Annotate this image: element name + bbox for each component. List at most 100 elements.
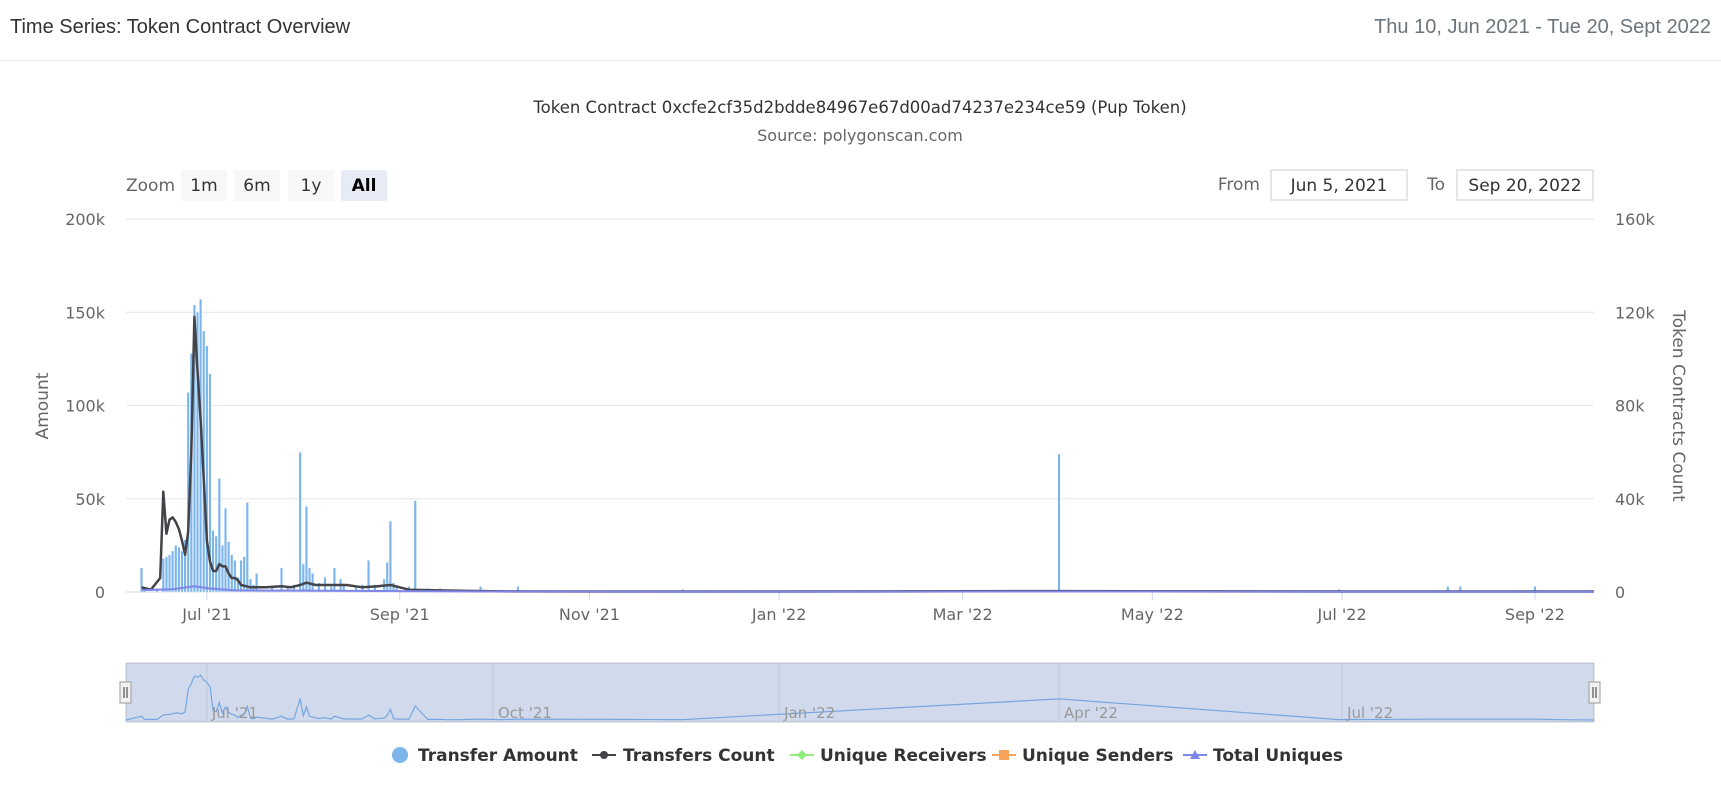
transfer-amount-bar bbox=[177, 547, 181, 593]
transfer-amount-bar bbox=[242, 556, 246, 593]
transfer-amount-bar bbox=[164, 556, 168, 593]
zoom-button-1y[interactable]: 1y bbox=[288, 170, 334, 201]
x-tick-label: Sep '22 bbox=[1505, 605, 1565, 624]
transfer-amount-bar bbox=[304, 506, 308, 593]
transfer-amount-bar bbox=[140, 567, 144, 593]
zoom-button-1y-label: 1y bbox=[301, 176, 322, 196]
transfer-amount-bar bbox=[292, 584, 296, 593]
transfer-amount-bar bbox=[217, 478, 221, 593]
zoom-label: Zoom bbox=[126, 176, 175, 196]
legend-square-icon bbox=[999, 750, 1009, 760]
x-tick-label: Jul '22 bbox=[1316, 605, 1366, 624]
y2-tick-label: 0 bbox=[1615, 583, 1625, 602]
legend-label: Unique Receivers bbox=[820, 746, 987, 766]
transfer-amount-bar bbox=[413, 500, 417, 593]
transfer-amount-bar bbox=[311, 573, 315, 593]
navigator-label: Jul '21 bbox=[211, 704, 258, 722]
transfer-amount-bar bbox=[236, 576, 240, 593]
transfer-amount-bar bbox=[171, 550, 175, 593]
x-tick-label: May '22 bbox=[1121, 605, 1184, 624]
transfer-amount-bar bbox=[308, 567, 311, 593]
legend: Transfer Amount Transfers Count Unique R… bbox=[392, 746, 1343, 766]
transfer-amount-bar bbox=[280, 567, 283, 593]
legend-label: Transfers Count bbox=[623, 746, 775, 766]
x-tick-label: Mar '22 bbox=[933, 605, 993, 624]
navigator-line bbox=[125, 674, 1595, 721]
from-label: From bbox=[1218, 175, 1260, 195]
transfer-amount-bar bbox=[192, 304, 196, 593]
x-tick-label: Sep '21 bbox=[370, 605, 430, 624]
legend-circle-icon bbox=[392, 747, 408, 763]
transfer-amount-bar bbox=[385, 561, 389, 593]
navigator[interactable]: Jul '21 Oct '21 Jan '22 Apr '22 Jul '22 bbox=[119, 662, 1601, 723]
navigator-label: Oct '21 bbox=[498, 704, 552, 722]
transfers-count-line bbox=[141, 315, 1594, 593]
transfer-amount-bar bbox=[1057, 453, 1061, 593]
transfer-amount-bar bbox=[373, 584, 377, 593]
navigator-label: Jul '22 bbox=[1346, 704, 1393, 722]
date-range-text: Thu 10, Jun 2021 - Tue 20, Sept 2022 bbox=[1374, 16, 1711, 38]
y2-tick-label: 120k bbox=[1615, 303, 1656, 322]
navigator-handle-left[interactable] bbox=[119, 681, 132, 704]
y-axis-title: Amount bbox=[33, 372, 53, 439]
y2-tick-label: 160k bbox=[1615, 210, 1656, 229]
transfer-amount-bar bbox=[388, 520, 392, 593]
legend-item-transfers-count[interactable]: Transfers Count bbox=[592, 746, 775, 766]
zoom-button-1m[interactable]: 1m bbox=[181, 170, 227, 201]
y2-axis-ticks: 0 40k 80k 120k 160k bbox=[1615, 210, 1656, 602]
x-axis-ticks: Jul '21 Sep '21 Nov '21 Jan '22 Mar '22 May '… bbox=[181, 592, 1565, 624]
zoom-button-6m[interactable]: 6m bbox=[234, 170, 280, 201]
transfer-amount-bar bbox=[174, 545, 178, 593]
x-tick-label: Nov '21 bbox=[559, 605, 620, 624]
navigator-gridlines bbox=[206, 663, 1343, 722]
legend-item-total-uniques[interactable]: Total Uniques bbox=[1183, 746, 1343, 766]
to-label: To bbox=[1426, 175, 1445, 195]
y-tick-label: 100k bbox=[65, 397, 106, 416]
y-tick-label: 200k bbox=[65, 210, 106, 229]
transfer-amount-bar bbox=[255, 573, 259, 593]
transfer-amount-bar bbox=[211, 530, 215, 593]
transfer-amount-bar bbox=[298, 451, 302, 593]
transfer-amount-bar bbox=[233, 560, 237, 593]
navigator-selection-mask[interactable] bbox=[126, 663, 1594, 722]
navigator-label: Apr '22 bbox=[1064, 704, 1118, 722]
chart-gridlines bbox=[126, 218, 1594, 593]
y2-tick-label: 40k bbox=[1615, 490, 1645, 509]
transfer-amount-bar bbox=[196, 312, 200, 593]
legend-label: Unique Senders bbox=[1022, 746, 1174, 766]
plot-area bbox=[140, 298, 1594, 593]
zoom-button-1m-label: 1m bbox=[190, 176, 217, 196]
legend-item-transfer-amount[interactable]: Transfer Amount bbox=[392, 746, 578, 766]
zoom-button-all[interactable]: All bbox=[341, 170, 387, 201]
navigator-labels: Jul '21 Oct '21 Jan '22 Apr '22 Jul '22 bbox=[211, 704, 1393, 722]
transfer-amount-bar bbox=[367, 560, 371, 593]
legend-item-unique-senders[interactable]: Unique Senders bbox=[992, 746, 1174, 766]
transfer-amount-bar bbox=[317, 582, 321, 593]
navigator-series bbox=[125, 674, 1595, 721]
x-tick-label: Jan '22 bbox=[751, 605, 807, 624]
y-tick-label: 50k bbox=[75, 490, 105, 509]
transfer-amount-bar bbox=[205, 345, 209, 593]
transfer-amount-bar bbox=[208, 373, 212, 593]
legend-diamond-icon bbox=[797, 750, 807, 760]
legend-item-unique-receivers[interactable]: Unique Receivers bbox=[790, 746, 987, 766]
navigator-label: Jan '22 bbox=[783, 704, 835, 722]
transfer-amount-bar bbox=[168, 554, 172, 593]
transfer-amount-bar bbox=[220, 545, 224, 593]
transfer-amount-bar bbox=[183, 539, 187, 593]
legend-dot-icon bbox=[600, 751, 608, 759]
zoom-button-all-label: All bbox=[352, 176, 377, 196]
chart-subtitle: Source: polygonscan.com bbox=[757, 126, 963, 145]
page-title: Time Series: Token Contract Overview bbox=[10, 16, 351, 38]
to-date-input[interactable]: Sep 20, 2022 bbox=[1456, 169, 1594, 201]
x-tick-label: Jul '21 bbox=[181, 605, 231, 624]
transfer-amount-bar bbox=[161, 558, 165, 593]
y2-tick-label: 80k bbox=[1615, 397, 1645, 416]
navigator-handle-right[interactable] bbox=[1588, 681, 1601, 704]
legend-triangle-icon bbox=[1190, 750, 1200, 759]
transfer-amount-bar bbox=[214, 535, 218, 593]
y2-axis-title: Token Contracts Count bbox=[1668, 309, 1688, 502]
chart-title: Token Contract 0xcfe2cf35d2bdde84967e67d… bbox=[532, 98, 1186, 117]
transfer-amount-bar bbox=[239, 560, 243, 593]
from-date-input[interactable]: Jun 5, 2021 bbox=[1270, 169, 1408, 201]
